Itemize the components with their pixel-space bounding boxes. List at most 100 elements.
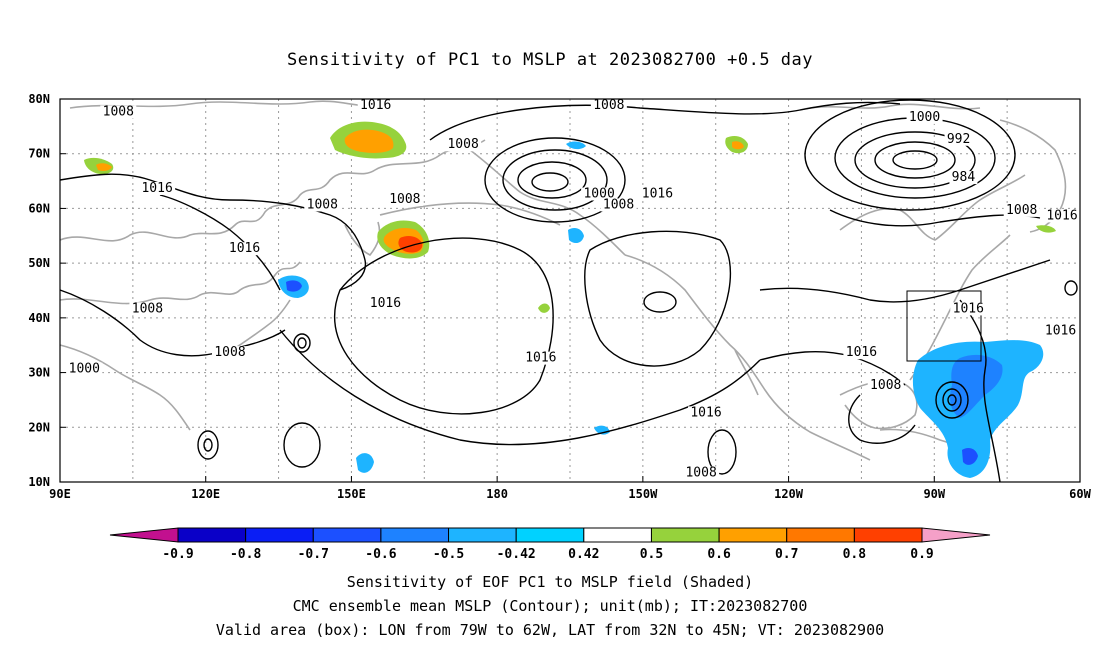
coastline-arctic-east: [799, 103, 981, 111]
valid-area-box: [906, 290, 982, 362]
negative-patch-tropical: [356, 453, 374, 473]
lon-tick-label: 150E: [337, 487, 366, 501]
footer-line-2: CMC ensemble mean MSLP (Contour); unit(m…: [292, 597, 808, 615]
colorbar-swatch: [312, 527, 382, 543]
contour-small-low-japan-inner: [297, 337, 307, 349]
negative-patch-bering: [568, 228, 584, 244]
coastline-na-east: [909, 234, 1011, 381]
colorbar-swatch: [448, 527, 517, 543]
contour-small-low-japan-outer: [293, 333, 311, 353]
colorbar-swatch: [853, 527, 923, 543]
colorbar-label: 0.7: [775, 547, 798, 562]
coastline-east-asia: [59, 261, 301, 305]
contour-label-bg: [949, 171, 978, 185]
contour-label-bg: [386, 192, 423, 206]
map-border: [59, 98, 1081, 483]
lat-tick-label: 10N: [28, 475, 50, 489]
mslp-contours: [59, 99, 1078, 483]
colorbar-swatch: [583, 527, 652, 543]
contour-label-bg: [639, 187, 676, 201]
contour-deep-low-968: [892, 150, 938, 170]
contour-small-low-mexico: [707, 429, 737, 475]
contour-labels: 1008 1016 1008 1008 1000 992 984 1016 1008 1008 10…: [66, 98, 1080, 481]
contour-label-bg: [581, 187, 618, 201]
contour-label: 1016: [1045, 323, 1076, 338]
coastline-canada: [839, 174, 1026, 241]
contour-asia-1008: [59, 173, 367, 291]
contour-bering-low-inner: [517, 161, 587, 199]
colorbar-swatch: [650, 527, 720, 543]
colorbar-label: -0.6: [365, 547, 396, 562]
contour-label: 1008: [870, 378, 901, 393]
contour-label: 984: [952, 170, 976, 185]
lon-tick-label: 150W: [628, 487, 658, 501]
contour-label: 1016: [1046, 208, 1077, 223]
contour-label: 1008: [603, 197, 634, 212]
footer-line-1: Sensitivity of EOF PC1 to MSLP field (Sh…: [346, 573, 754, 591]
contour-label: 992: [947, 132, 970, 147]
contour-label-bg: [600, 198, 637, 212]
contour-pacific-high-core: [643, 291, 677, 313]
contour-atlantic-low-inner: [947, 394, 957, 406]
lon-tick-label: 120E: [191, 487, 220, 501]
contour-atlantic-small: [1064, 280, 1078, 296]
contour-small-low-south: [197, 430, 219, 460]
contour-label: 1016: [690, 405, 721, 420]
negative-patch-atlantic-low: [962, 448, 978, 465]
contour-1016-north: [429, 101, 901, 141]
contour-label-bg: [843, 346, 880, 360]
coastline-asia: [59, 139, 486, 242]
contour-label: 1008: [389, 192, 420, 207]
contour-label-bg: [683, 466, 720, 480]
contour-label-bg: [1042, 324, 1079, 338]
colorbar-label: -0.42: [497, 547, 536, 562]
contour-label-bg: [367, 296, 404, 310]
contour-label-bg: [226, 242, 263, 256]
lat-tick-label: 30N: [28, 366, 50, 380]
colorbar-swatch: [786, 527, 855, 543]
contour-label-bg: [1044, 209, 1080, 223]
contour-label: 1000: [909, 110, 940, 125]
positive-patch-yukon-core: [732, 141, 744, 150]
lon-tick-label: 60W: [1069, 487, 1091, 501]
coastline-china: [59, 344, 191, 431]
contour-label: 1016: [642, 186, 673, 201]
contour-bering-low-outer: [484, 137, 626, 223]
contour-label: 1008: [307, 197, 338, 212]
contour-label: 1000: [69, 362, 100, 377]
contour-atlantic-low-mid: [942, 388, 962, 412]
coastlines: [59, 100, 1067, 461]
positive-patch-pacific: [538, 303, 550, 313]
colorbar-label: -0.9: [162, 547, 193, 562]
negative-patch-atlantic: [912, 340, 1044, 478]
contour-label-bg: [867, 378, 904, 392]
colorbar-right-arrow: [921, 527, 991, 543]
contour-label: 1016: [525, 351, 556, 366]
lon-tick-label: 90E: [49, 487, 71, 501]
contour-label: 1008: [214, 345, 245, 360]
colorbar-label: -0.8: [230, 547, 261, 562]
contour-label-bg: [66, 362, 103, 376]
contour-label: 1008: [103, 104, 134, 119]
contour-bering-low-core: [531, 172, 569, 192]
colorbar-swatch: [380, 527, 450, 543]
positive-patch-labrador: [1036, 225, 1056, 233]
lon-tick-label: 90W: [923, 487, 945, 501]
lon-tick-label: 120W: [774, 487, 804, 501]
contour-label: 1016: [370, 296, 401, 311]
contour-label-bg: [522, 351, 559, 365]
contour-label-bg: [590, 99, 627, 112]
contour-label-bg: [139, 182, 176, 196]
contour-1016-subtropical: [279, 329, 761, 446]
contour-label-bg: [212, 346, 248, 360]
colorbar-label: 0.8: [843, 547, 867, 562]
contour-atlantic-1016: [959, 299, 1001, 483]
colorbar-swatch: [515, 527, 585, 543]
positive-patch-siberia-core: [96, 163, 112, 171]
footer-line-3: Valid area (box): LON from 79W to 62W, L…: [215, 621, 885, 639]
contour-label: 1008: [685, 466, 716, 481]
contour-label-bg: [304, 198, 341, 212]
negative-patch-atlantic-core: [950, 354, 1003, 418]
lat-tick-label: 50N: [28, 256, 50, 270]
lat-tick-label: 40N: [28, 311, 50, 325]
